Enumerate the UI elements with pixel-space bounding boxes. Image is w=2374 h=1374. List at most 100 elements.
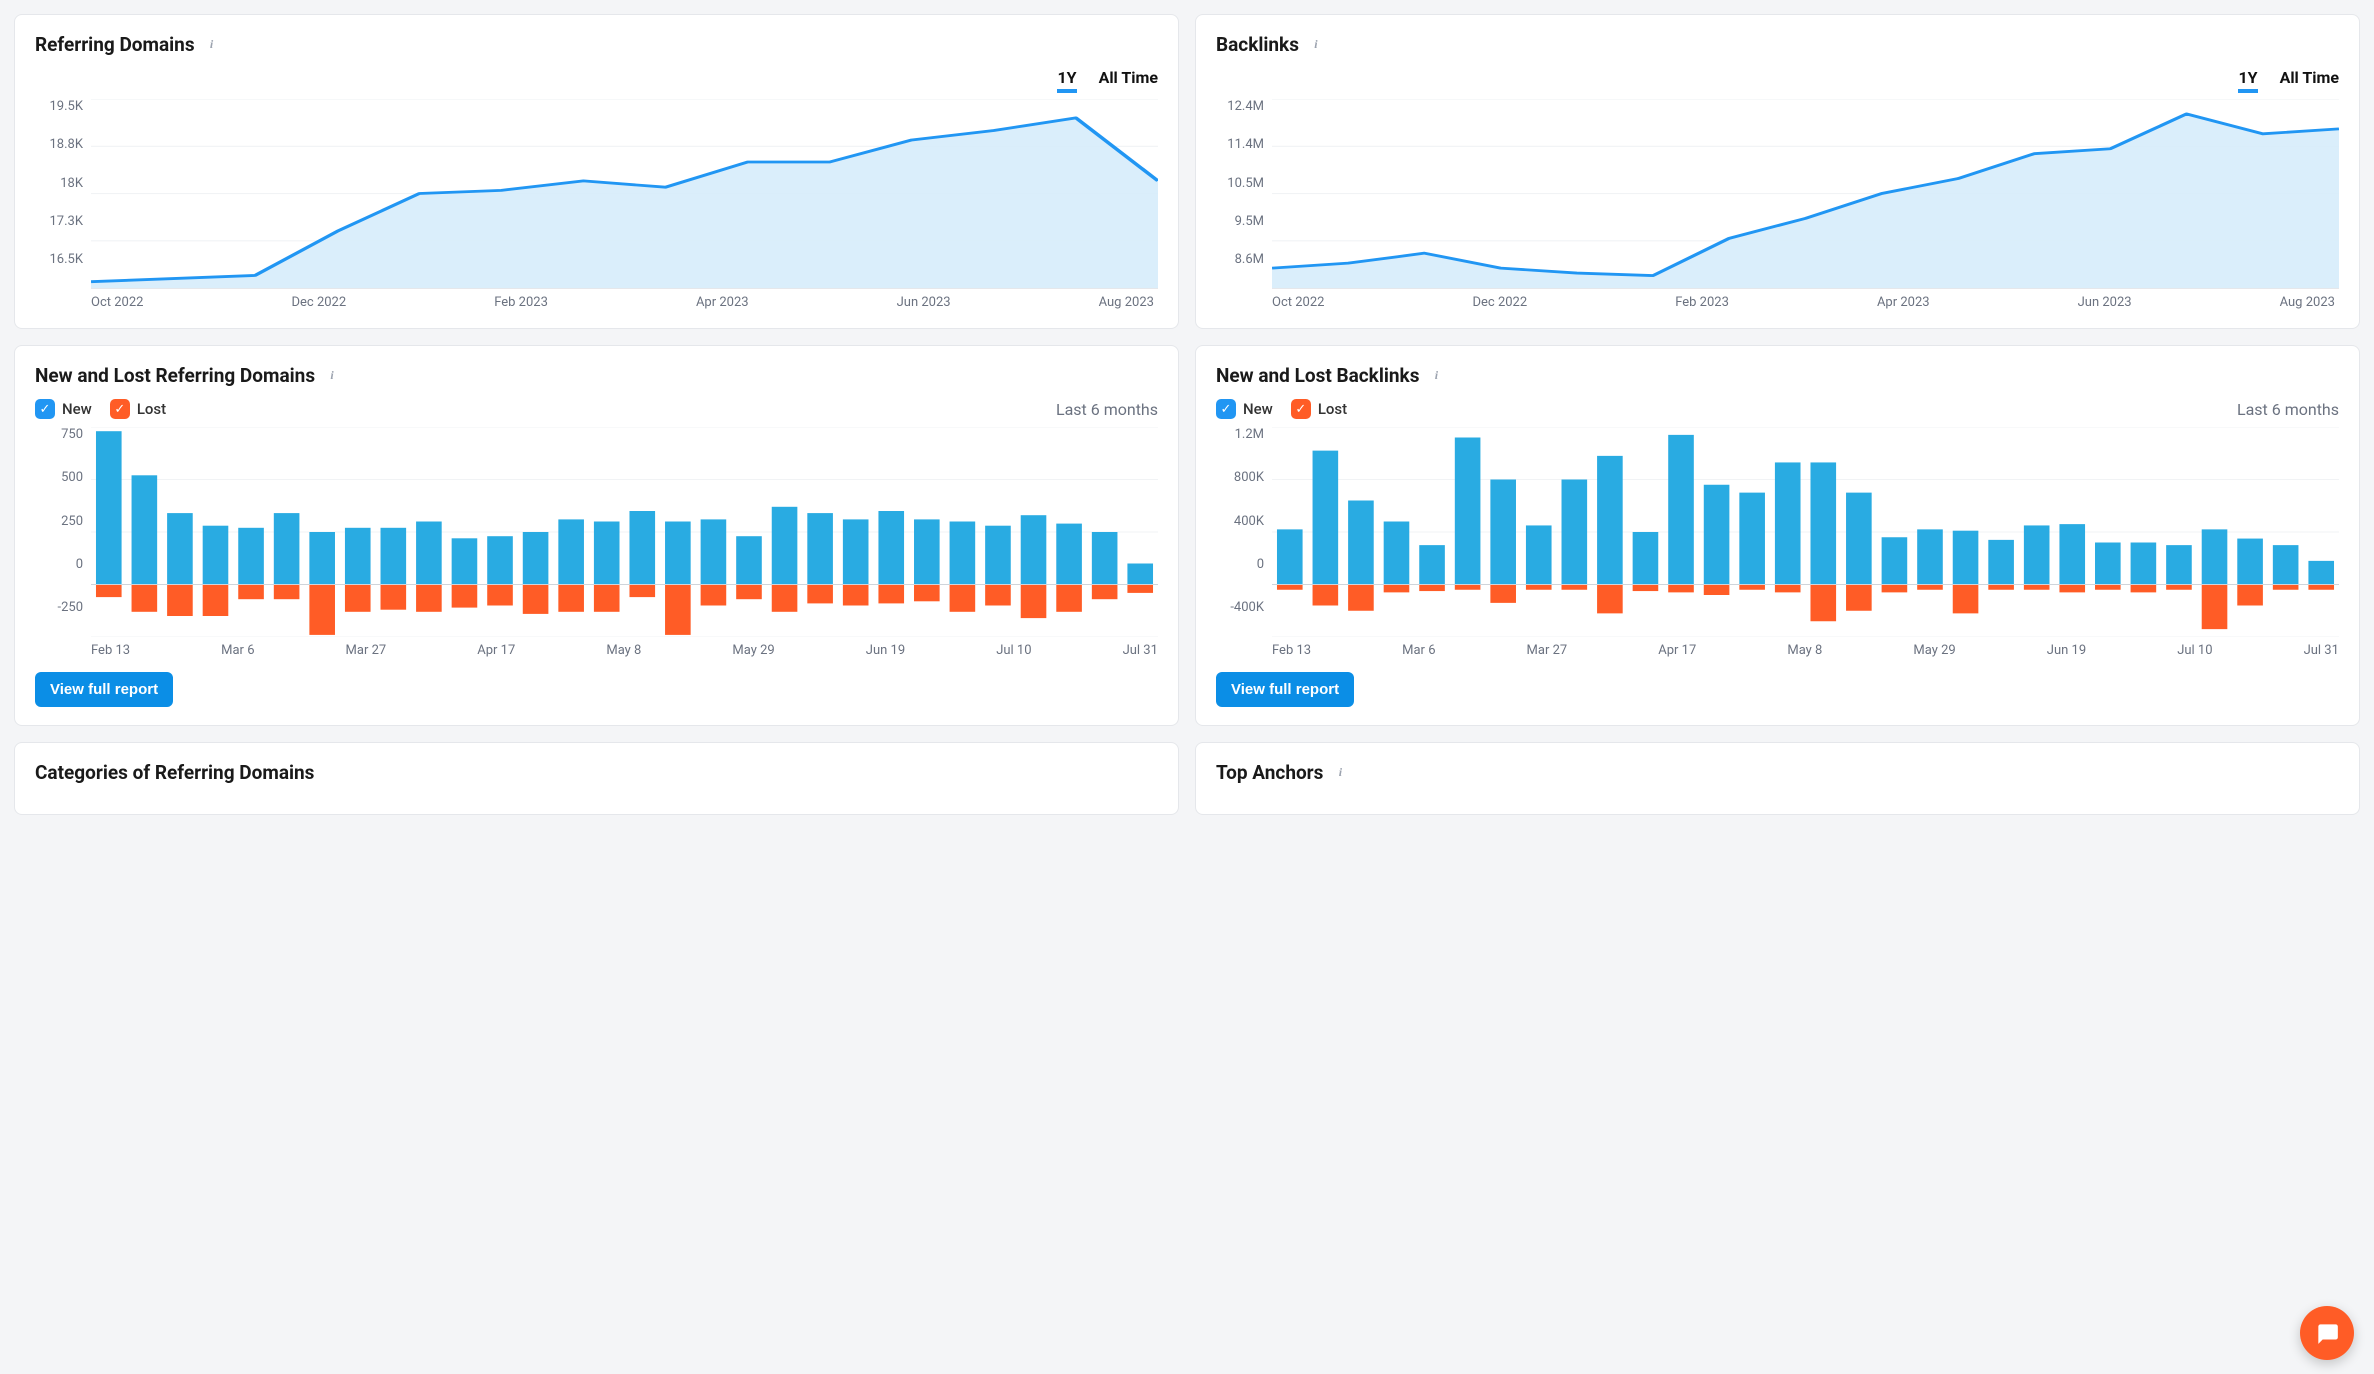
period-label: Last 6 months <box>2237 400 2339 419</box>
axis-label: Oct 2022 <box>1272 295 1324 310</box>
axis-label: 9.5M <box>1235 214 1264 229</box>
new-lost-backlinks-chart: 1.2M 800K 400K 0 -400K <box>1216 427 2339 637</box>
tab-1y[interactable]: 1Y <box>1057 68 1076 93</box>
axis-label: Jul 10 <box>996 643 1031 658</box>
info-icon[interactable]: i <box>325 369 339 383</box>
axis-label: May 8 <box>606 643 641 658</box>
card-title: Categories of Referring Domains <box>35 761 314 784</box>
card-title: New and Lost Referring Domains <box>35 364 315 387</box>
axis-label: 750 <box>61 427 83 442</box>
legend-lost[interactable]: ✓ Lost <box>1291 399 1347 419</box>
checkbox-lost-icon: ✓ <box>1291 399 1311 419</box>
axis-label: Oct 2022 <box>91 295 143 310</box>
period-label: Last 6 months <box>1056 400 1158 419</box>
axis-label: 11.4M <box>1227 137 1264 152</box>
backlinks-chart: 12.4M11.4M10.5M9.5M8.6M <box>1216 99 2339 289</box>
axis-label: Jun 2023 <box>2078 295 2132 310</box>
tab-1y[interactable]: 1Y <box>2238 68 2257 93</box>
backlinks-card: Backlinks i 1Y All Time 12.4M11.4M10.5M9… <box>1195 14 2360 329</box>
checkbox-new-icon: ✓ <box>35 399 55 419</box>
legend-lost-label: Lost <box>1318 400 1347 418</box>
axis-label: Apr 17 <box>1658 643 1696 658</box>
card-header: New and Lost Backlinks i <box>1216 364 2339 387</box>
card-title: Backlinks <box>1216 33 1299 56</box>
axis-label: 800K <box>1234 470 1264 485</box>
x-axis: Feb 13Mar 6Mar 27Apr 17May 8May 29Jun 19… <box>35 643 1158 658</box>
axis-label: May 8 <box>1787 643 1822 658</box>
axis-label: Apr 2023 <box>696 295 749 310</box>
legend-items: ✓ New ✓ Lost <box>1216 399 1347 419</box>
axis-label: May 29 <box>732 643 774 658</box>
x-axis: Oct 2022 Dec 2022 Feb 2023 Apr 2023 Jun 2023… <box>35 295 1158 310</box>
card-header: Categories of Referring Domains <box>35 761 1158 784</box>
axis-label: Feb 2023 <box>494 295 548 310</box>
axis-label: Dec 2022 <box>291 295 346 310</box>
legend-new[interactable]: ✓ New <box>1216 399 1273 419</box>
chat-icon <box>2314 1320 2340 1346</box>
time-tabs: 1Y All Time <box>35 68 1158 93</box>
plot-area <box>1272 99 2339 289</box>
legend-new[interactable]: ✓ New <box>35 399 92 419</box>
legend-row: ✓ New ✓ Lost Last 6 months <box>35 399 1158 419</box>
axis-label: Jun 19 <box>2047 643 2086 658</box>
referring-domains-card: Referring Domains i 1Y All Time 19.5K 18.… <box>14 14 1179 329</box>
axis-label: Aug 2023 <box>1099 295 1154 310</box>
categories-referring-domains-card: Categories of Referring Domains <box>14 742 1179 815</box>
checkbox-lost-icon: ✓ <box>110 399 130 419</box>
card-title: Referring Domains <box>35 33 195 56</box>
info-icon[interactable]: i <box>205 38 219 52</box>
view-full-report-button[interactable]: View full report <box>35 672 173 707</box>
info-icon[interactable]: i <box>1333 766 1347 780</box>
axis-label: -250 <box>57 600 83 615</box>
info-icon[interactable]: i <box>1429 369 1443 383</box>
y-axis: 12.4M11.4M10.5M9.5M8.6M <box>1216 99 1272 289</box>
new-lost-domains-card: New and Lost Referring Domains i ✓ New ✓… <box>14 345 1179 726</box>
axis-label: Feb 13 <box>91 643 130 658</box>
axis-label: 500 <box>61 470 83 485</box>
axis-label: Mar 6 <box>221 643 254 658</box>
new-lost-backlinks-card: New and Lost Backlinks i ✓ New ✓ Lost La… <box>1195 345 2360 726</box>
card-title: Top Anchors <box>1216 761 1323 784</box>
axis-label: 18K <box>60 176 83 191</box>
y-axis: 7505002500-250 <box>35 427 91 637</box>
axis-label: Feb 13 <box>1272 643 1311 658</box>
plot-area <box>91 99 1158 289</box>
axis-label: Mar 27 <box>1527 643 1568 658</box>
card-header: Backlinks i <box>1216 33 2339 56</box>
axis-label: 400K <box>1234 514 1264 529</box>
y-axis: 19.5K18.8K18K17.3K16.5K <box>35 99 91 289</box>
chat-fab[interactable] <box>2300 1306 2354 1360</box>
axis-label: 1.2M <box>1235 427 1264 442</box>
axis-label: 0 <box>76 557 83 572</box>
legend-row: ✓ New ✓ Lost Last 6 months <box>1216 399 2339 419</box>
axis-label: 17.3K <box>49 214 83 229</box>
tab-all-time[interactable]: All Time <box>2280 68 2339 93</box>
top-anchors-card: Top Anchors i <box>1195 742 2360 815</box>
checkbox-new-icon: ✓ <box>1216 399 1236 419</box>
legend-lost-label: Lost <box>137 400 166 418</box>
axis-label: Feb 2023 <box>1675 295 1729 310</box>
card-header: Top Anchors i <box>1216 761 2339 784</box>
legend-items: ✓ New ✓ Lost <box>35 399 166 419</box>
axis-label: Mar 6 <box>1402 643 1435 658</box>
card-header: New and Lost Referring Domains i <box>35 364 1158 387</box>
plot-area <box>1272 427 2339 637</box>
axis-label: Mar 27 <box>346 643 387 658</box>
y-axis: 1.2M 800K 400K 0 -400K <box>1216 427 1272 637</box>
axis-label: 0 <box>1257 557 1264 572</box>
legend-lost[interactable]: ✓ Lost <box>110 399 166 419</box>
axis-label: Apr 2023 <box>1877 295 1930 310</box>
x-axis: Feb 13Mar 6Mar 27Apr 17May 8May 29Jun 19… <box>1216 643 2339 658</box>
axis-label: Dec 2022 <box>1472 295 1527 310</box>
axis-label: 19.5K <box>49 99 83 114</box>
axis-label: 18.8K <box>49 137 83 152</box>
axis-label: -400K <box>1230 600 1264 615</box>
plot-area <box>91 427 1158 637</box>
axis-label: Jul 10 <box>2177 643 2212 658</box>
tab-all-time[interactable]: All Time <box>1099 68 1158 93</box>
axis-label: Jul 31 <box>1123 643 1158 658</box>
info-icon[interactable]: i <box>1309 38 1323 52</box>
axis-label: Jun 19 <box>866 643 905 658</box>
view-full-report-button[interactable]: View full report <box>1216 672 1354 707</box>
axis-label: Jun 2023 <box>897 295 951 310</box>
